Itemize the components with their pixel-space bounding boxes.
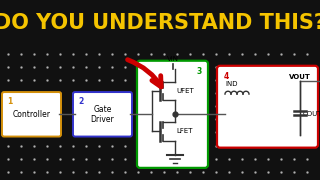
Text: 2: 2 bbox=[78, 97, 83, 106]
Text: COUT: COUT bbox=[303, 111, 320, 117]
Text: UFET: UFET bbox=[176, 88, 194, 94]
Text: 1: 1 bbox=[7, 97, 12, 106]
Text: IND: IND bbox=[225, 81, 237, 87]
Text: Controller: Controller bbox=[12, 110, 51, 119]
Text: DO YOU UNDERSTAND THIS?: DO YOU UNDERSTAND THIS? bbox=[0, 13, 320, 33]
Text: LFET: LFET bbox=[176, 129, 193, 134]
FancyBboxPatch shape bbox=[137, 61, 208, 168]
FancyBboxPatch shape bbox=[2, 92, 61, 137]
FancyBboxPatch shape bbox=[217, 66, 318, 148]
Text: Gate
Driver: Gate Driver bbox=[91, 105, 114, 124]
Text: 3: 3 bbox=[197, 67, 202, 76]
FancyBboxPatch shape bbox=[73, 92, 132, 137]
Text: 4: 4 bbox=[224, 72, 229, 81]
Text: VOUT: VOUT bbox=[289, 74, 311, 80]
Text: VIN: VIN bbox=[166, 56, 179, 62]
